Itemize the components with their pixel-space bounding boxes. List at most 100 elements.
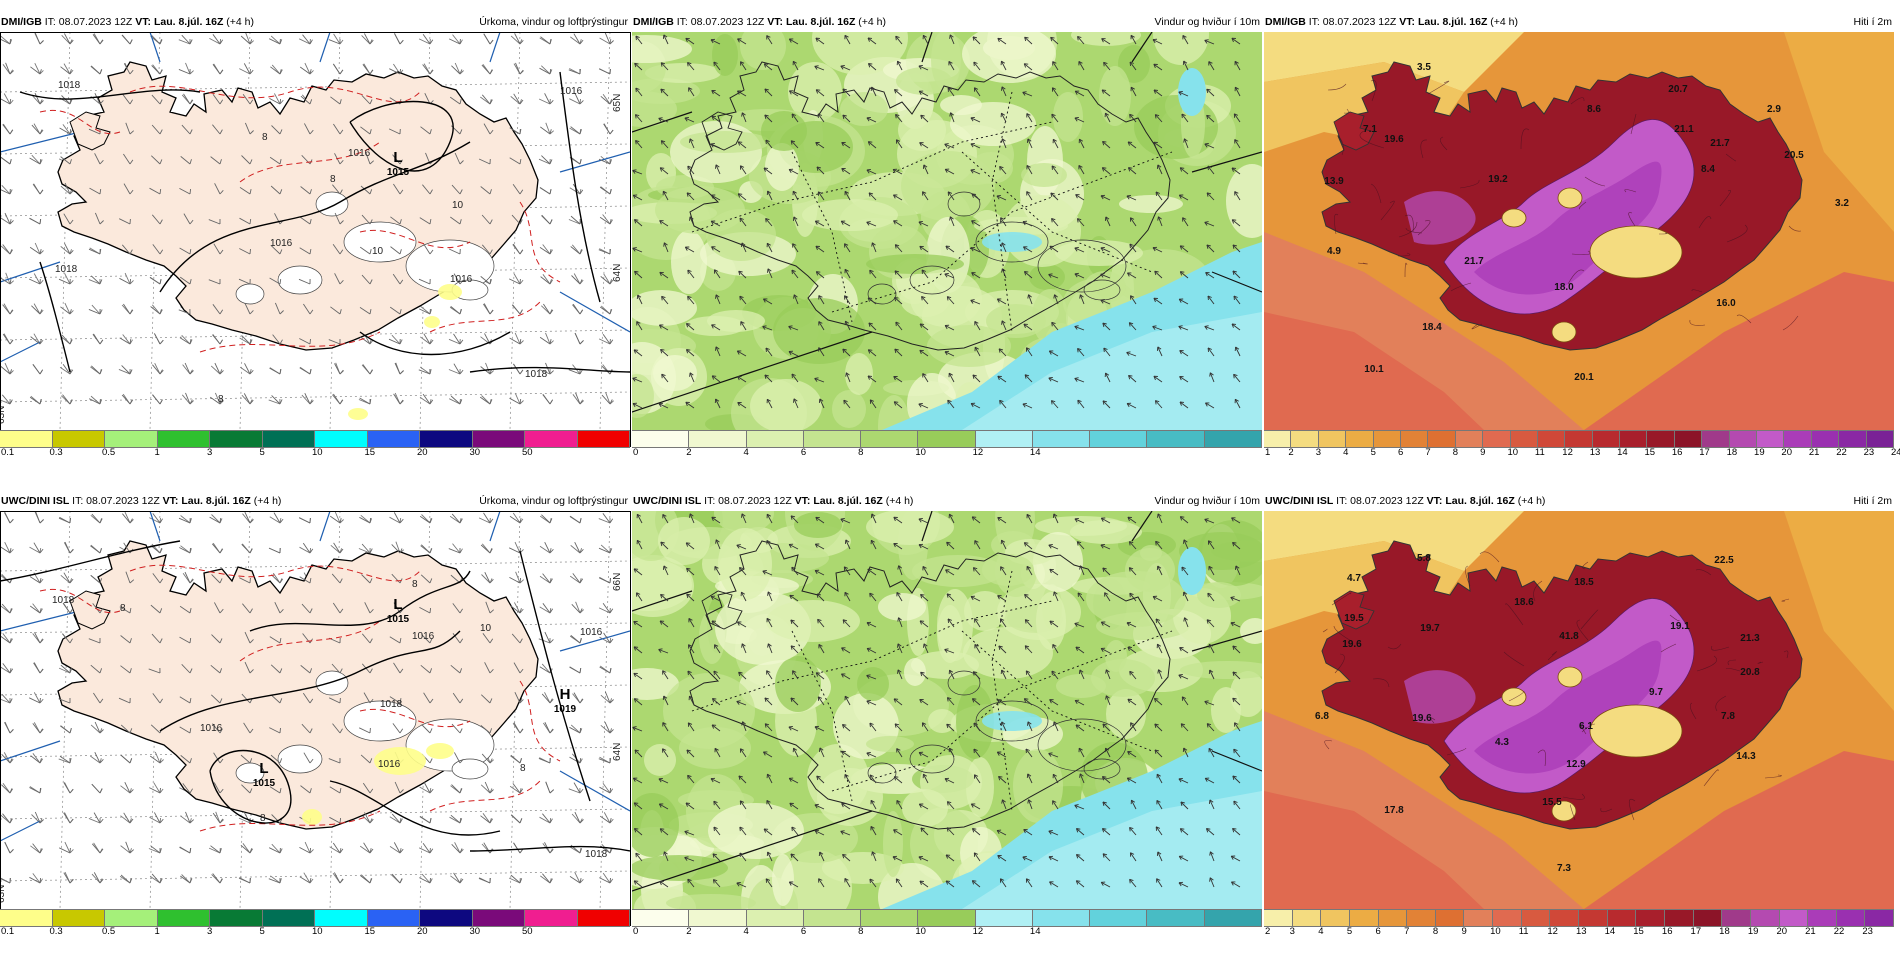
isobar-label: 1016 [412,631,435,642]
color-scale-tick: 5 [260,447,265,458]
color-scale-swatch [1033,910,1090,926]
panel-header: DMI/IGB IT: 08.07.2023 12Z VT: Lau. 8.jú… [0,14,630,31]
latitude-label: 64N [612,264,623,282]
color-scale-swatch [1264,910,1293,926]
model-name: DMI/IGB [1,16,42,28]
model-name: UWC/DINI ISL [1265,495,1333,507]
color-scale-tick: 1 [1265,447,1270,458]
valid-time: Lau. 8.júl. 16Z [786,16,855,28]
color-scale-swatch [747,431,804,447]
color-scale-swatch [368,431,421,447]
color-scale-tick: 14 [1605,926,1616,937]
color-scale-swatch [315,431,368,447]
init-time: IT: 08.07.2023 12Z [1309,16,1397,28]
color-scale-swatch [861,910,918,926]
color-scale-tick: 8 [858,447,863,458]
color-scale-tick: 24 [1891,447,1900,458]
color-scale-swatch [1867,431,1894,447]
wind-barb-feather [250,878,251,883]
temp-panel: UWC/DINI ISL IT: 08.07.2023 12Z VT: Lau.… [1264,493,1894,958]
temperature-value: 7.3 [1557,863,1571,874]
panel-run-info: UWC/DINI ISL IT: 08.07.2023 12Z VT: Lau.… [1265,493,1545,510]
temperature-value: 20.7 [1668,84,1688,95]
temperature-value: 21.7 [1464,256,1484,267]
panel-run-info: DMI/IGB IT: 08.07.2023 12Z VT: Lau. 8.jú… [1,14,254,31]
color-scale-tick: 4 [1318,926,1323,937]
cold-glacier-area [1552,322,1576,342]
model-name: UWC/DINI ISL [633,495,701,507]
wind-barb-feather [310,848,311,853]
temperature-value: 18.0 [1554,282,1574,293]
rain-contour-label: 8 [218,394,224,405]
color-scale-swatch [1205,431,1262,447]
color-scale-swatch [210,910,263,926]
panel-header: DMI/IGB IT: 08.07.2023 12Z VT: Lau. 8.jú… [632,14,1262,31]
valid-time: Lau. 8.júl. 16Z [154,16,223,28]
high-pressure-marker: H [560,686,571,703]
precip-panel: UWC/DINI ISL IT: 08.07.2023 12Z VT: Lau.… [0,493,630,958]
color-scale-tick: 2 [1265,926,1270,937]
panel-header: UWC/DINI ISL IT: 08.07.2023 12Z VT: Lau.… [0,493,630,510]
color-scale-tick: 12 [1562,447,1573,458]
temperature-value: 19.5 [1344,613,1364,624]
low-pressure-marker: L [259,760,268,777]
color-scale [632,430,1262,448]
color-scale-swatch [1346,431,1373,447]
valid-time-label: VT: [163,495,179,507]
rain-contour-label: 8 [262,132,268,143]
latitude-label: 63N [0,885,7,903]
color-scale-tick: 11 [1519,926,1529,937]
panel-title: Hiti í 2m [1853,14,1892,31]
color-scale-tick: 5 [1371,447,1376,458]
color-scale-tick: 7 [1425,447,1430,458]
valid-time-label: VT: [767,16,783,28]
low-pressure-marker: L [393,596,402,613]
wind-barb-feather [160,788,161,793]
precip-patch [348,408,368,420]
isobar-label: 1018 [380,699,403,710]
color-scale-tick: 6 [1398,447,1403,458]
color-scale-tick: 16 [1672,447,1683,458]
color-scale-tick: 10 [915,447,926,458]
init-time: IT: 08.07.2023 12Z [72,495,160,507]
color-scale-swatch [1839,431,1866,447]
color-scale-tick: 10 [915,926,926,937]
temperature-value: 14.3 [1736,751,1756,762]
temperature-value: 20.5 [1784,150,1804,161]
temperature-value: 10.1 [1364,364,1384,375]
color-scale-tick: 11 [1535,447,1545,458]
wind-barb-feather [430,608,431,613]
color-scale-swatch [747,910,804,926]
color-scale-tick: 22 [1834,926,1845,937]
cold-glacier-area [1558,188,1582,208]
rain-contour-label: 10 [372,246,384,257]
color-scale-tick: 14 [1617,447,1628,458]
panel-header: UWC/DINI ISL IT: 08.07.2023 12Z VT: Lau.… [1264,493,1894,510]
panel-title: Vindur og hviður í 10m [1155,14,1260,31]
color-scale-swatch [1665,910,1694,926]
color-scale-tick: 6 [801,926,806,937]
temperature-value: 41.8 [1559,631,1579,642]
temperature-value: 7.1 [1363,124,1377,135]
color-scale-tick: 12 [973,926,984,937]
color-scale-swatch [1401,431,1428,447]
pressure-value: 1019 [554,704,577,715]
panel-run-info: DMI/IGB IT: 08.07.2023 12Z VT: Lau. 8.jú… [1265,14,1518,31]
wind-barb-feather [190,189,191,194]
color-scale-swatch [53,431,106,447]
color-scale-tick: 2 [686,447,691,458]
color-scale-tick: 23 [1862,926,1873,937]
color-scale-swatch [0,910,53,926]
temperature-value: 19.6 [1384,134,1404,145]
color-scale-tick: 0.3 [50,926,63,937]
color-scale-tick: 6 [801,447,806,458]
temperature-value: 19.6 [1412,713,1432,724]
color-scale-swatch [1374,431,1401,447]
color-scale-swatch [1319,431,1346,447]
color-scale-swatch [1407,910,1436,926]
temp-panel: DMI/IGB IT: 08.07.2023 12Z VT: Lau. 8.jú… [1264,14,1894,479]
